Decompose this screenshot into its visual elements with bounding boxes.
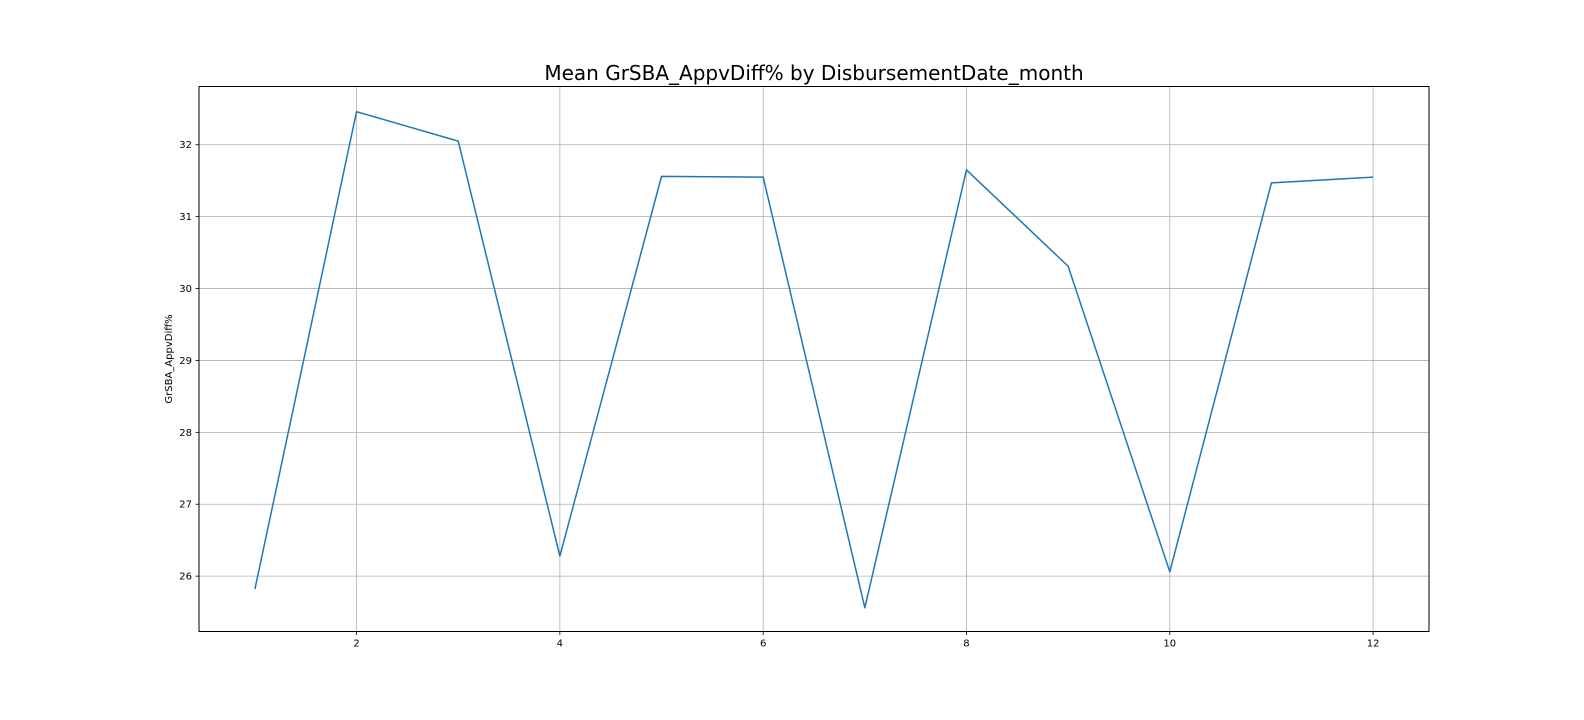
y-tick-label: 29: [179, 356, 192, 367]
y-tick-label: 26: [179, 572, 192, 583]
x-tick-label: 8: [963, 639, 969, 650]
x-tick-label: 12: [1367, 639, 1380, 650]
y-axis-label: GrSBA_AppvDiff%: [164, 314, 175, 403]
series-layer: [254, 110, 1374, 609]
grid-lines: [199, 86, 1429, 632]
x-axis-ticks: 2 4 6 8 10 12: [353, 631, 1380, 650]
x-tick-label: 2: [353, 639, 359, 650]
x-tick-label: 6: [760, 639, 766, 650]
x-tick-label: 10: [1163, 639, 1176, 650]
y-tick-label: 27: [179, 500, 192, 511]
chart-title: Mean GrSBA_AppvDiff% by DisbursementDate…: [544, 61, 1083, 85]
x-tick-label: 4: [557, 639, 563, 650]
y-tick-label: 31: [179, 212, 192, 223]
y-axis-ticks: 26 27 28 29 30 31 32: [179, 140, 199, 583]
series-line: [254, 110, 1374, 609]
y-tick-label: 28: [179, 428, 192, 439]
y-tick-label: 30: [179, 284, 192, 295]
plot-area-frame: [198, 86, 1430, 632]
y-tick-label: 32: [179, 140, 192, 151]
